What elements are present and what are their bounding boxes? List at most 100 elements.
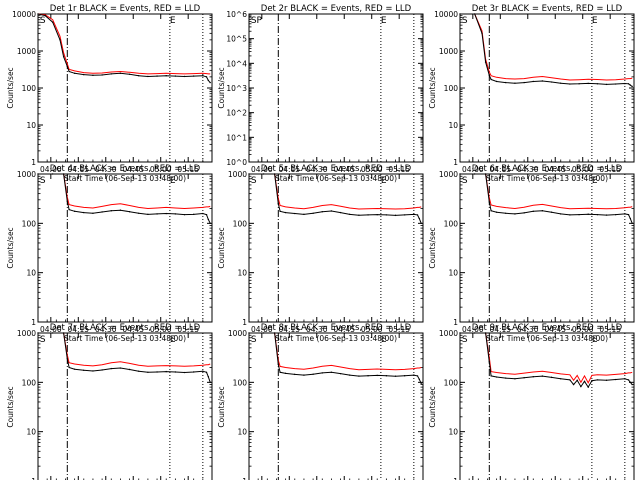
series-point-events: [523, 212, 525, 214]
x-tick-label: 04:30: [306, 165, 328, 174]
x-tick-label: 05:15: [599, 325, 621, 334]
series-point-events: [207, 376, 210, 378]
marker-label-s: S: [251, 335, 257, 345]
series-point-events: [207, 218, 210, 221]
chart-title: Det 4r BLACK = Events, RED = LLD: [50, 164, 201, 174]
marker-label-s: S: [462, 16, 468, 26]
x-tick-label: 04:00: [40, 165, 62, 174]
y-tick-label: 10^5: [226, 35, 247, 44]
series-point-events: [495, 80, 498, 83]
x-tick-label: 05:00: [150, 165, 172, 174]
series-point-events: [473, 13, 476, 15]
series-point-events: [605, 214, 608, 216]
x-tick-label: 04:45: [544, 165, 566, 174]
series-point-events: [209, 81, 211, 84]
y-tick-label: 1000: [439, 170, 458, 179]
y-tick-label: 100: [22, 219, 37, 228]
y-tick-label: 1: [31, 477, 36, 480]
series-point-events: [484, 332, 487, 334]
y-tick-label: 100: [444, 84, 459, 93]
series-point-events: [459, 332, 461, 334]
series-point-events: [532, 376, 534, 378]
series-point-events: [495, 211, 498, 213]
y-axis-label: Counts/sec: [428, 67, 437, 108]
series-point-events: [488, 74, 491, 77]
y-tick-label: 1000: [228, 329, 247, 338]
series-point-events: [92, 212, 94, 214]
series-point-events: [174, 371, 177, 373]
x-tick-label: 05:15: [388, 325, 410, 334]
series-point-events: [560, 82, 562, 84]
series-point-events: [207, 79, 210, 82]
series-point-events: [541, 210, 544, 212]
panel-det-8r: Det 8r BLACK = Events, RED = LLD 1 10 100 10…: [217, 323, 424, 480]
marker-label-s: S: [251, 176, 257, 186]
series-point-events: [312, 212, 314, 214]
series-point-events: [514, 82, 516, 84]
plot-frame: [459, 332, 635, 480]
series-point-events: [192, 213, 195, 216]
plot-frame: [37, 332, 213, 480]
plot-frame: [248, 173, 424, 323]
series-point-events: [248, 332, 250, 334]
series-point-events: [583, 380, 586, 382]
series-point-events: [128, 73, 131, 75]
series-point-events: [101, 211, 103, 213]
series-line-lld: [460, 332, 633, 384]
x-tick-label: 05:00: [150, 325, 172, 334]
marker-label-s: S: [462, 335, 468, 345]
chart-title: Det 7r BLACK = Events, RED = LLD: [50, 323, 201, 333]
series-point-events: [321, 211, 323, 213]
plot-frame: [459, 13, 635, 163]
series-point-events: [413, 213, 415, 216]
series-point-events: [403, 375, 406, 377]
series-point-events: [596, 213, 599, 216]
series-line-lld: [38, 173, 211, 210]
y-tick-label: 100: [444, 219, 459, 228]
marker-label-s: S: [40, 176, 46, 186]
series-line-lld: [37, 13, 211, 75]
series-point-events: [202, 74, 204, 77]
y-tick-label: 100: [233, 378, 248, 387]
chart-title: Det 1r BLACK = Events, RED = LLD: [50, 4, 201, 14]
series-point-events: [614, 213, 617, 216]
series-point-events: [624, 213, 626, 215]
y-tick-label: 10000: [434, 10, 458, 19]
series-point-events: [262, 332, 265, 334]
series-point-events: [572, 383, 575, 386]
series-point-events: [51, 173, 54, 175]
series-line-lld: [249, 173, 422, 210]
series-point-events: [505, 81, 507, 84]
series-point-events: [339, 211, 342, 214]
series-point-events: [420, 382, 422, 385]
series-point-events: [202, 212, 204, 215]
series-point-events: [394, 214, 397, 217]
series-point-events: [44, 14, 47, 17]
x-tick-label: 04:45: [544, 325, 566, 334]
y-tick-label: 10: [448, 269, 458, 278]
series-point-events: [490, 78, 492, 81]
x-tick-label: 05:15: [599, 165, 621, 174]
x-tick-label: 04:15: [67, 165, 89, 174]
y-tick-label: 10^2: [226, 109, 247, 118]
series-point-events: [614, 83, 617, 85]
x-tick-label: 04:45: [333, 325, 355, 334]
marker-label-e: E: [381, 335, 387, 345]
x-tick-label: 04:00: [462, 325, 484, 334]
series-point-events: [273, 332, 276, 334]
series-point-events: [192, 371, 195, 373]
series-point-events: [83, 369, 85, 372]
series-point-events: [312, 373, 314, 375]
series-point-events: [514, 213, 516, 215]
panel-det-2r: Det 2r BLACK = Events, RED = LLD 10^0 10^1…: [217, 4, 424, 183]
x-tick-label: 04:15: [278, 165, 300, 174]
series-point-events: [156, 371, 158, 373]
y-tick-label: 1: [242, 477, 247, 480]
series-point-events: [62, 332, 65, 334]
y-tick-label: 10: [26, 269, 36, 278]
series-point-events: [73, 72, 76, 74]
y-tick-label: 1000: [228, 170, 247, 179]
series-point-events: [37, 173, 39, 175]
series-point-events: [262, 173, 265, 175]
y-tick-label: 1000: [439, 329, 458, 338]
